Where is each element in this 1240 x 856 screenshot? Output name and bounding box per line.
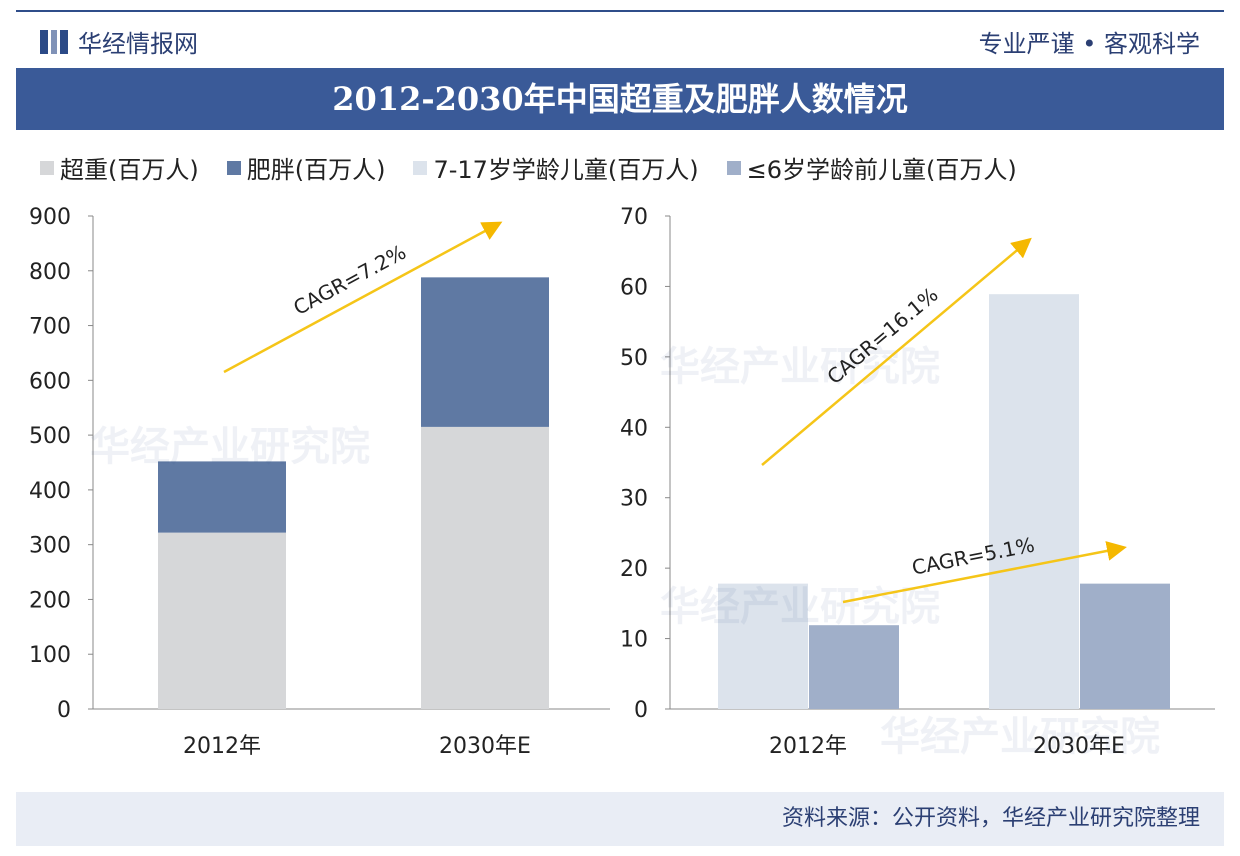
bar: [158, 532, 286, 709]
legend-item: 7-17岁学龄儿童(百万人): [413, 150, 699, 185]
legend-label: 肥胖(百万人): [246, 156, 386, 184]
cagr-arrow: [223, 221, 503, 374]
bar: [1080, 583, 1170, 709]
watermark: 华经产业研究院: [880, 714, 1160, 760]
bar: [989, 294, 1079, 709]
y-tick-label: 600: [29, 369, 71, 394]
legend-swatch: [40, 160, 54, 175]
cagr-arrow: [842, 541, 1127, 604]
slogan: 专业严谨 • 客观科学: [978, 30, 1200, 58]
y-tick-label: 400: [29, 479, 71, 504]
legend-label: ≤6岁学龄前儿童(百万人): [746, 156, 1017, 184]
brand-name: 华经情报网: [78, 30, 198, 58]
bar: [718, 583, 808, 709]
x-tick-label: 2012年: [183, 734, 261, 759]
x-tick-label: 2030年E: [439, 734, 531, 759]
y-tick-label: 20: [620, 557, 648, 582]
legend: 超重(百万人) 肥胖(百万人) 7-17岁学龄儿童(百万人) ≤6岁学龄前儿童(…: [40, 150, 1017, 185]
legend-swatch: [413, 160, 428, 175]
source-note: 资料来源：公开资料，华经产业研究院整理: [16, 792, 1224, 846]
y-tick-label: 200: [29, 588, 71, 613]
y-tick-label: 50: [620, 346, 648, 371]
legend-item: 肥胖(百万人): [226, 150, 386, 185]
x-tick-label: 2030年E: [1033, 734, 1125, 759]
legend-swatch: [726, 160, 741, 175]
y-tick-label: 60: [620, 275, 648, 300]
y-tick-label: 10: [620, 628, 648, 653]
y-tick-label: 300: [29, 534, 71, 559]
y-tick-label: 70: [620, 205, 648, 230]
bar: [421, 277, 549, 427]
y-tick-label: 0: [634, 698, 648, 723]
logo-icon: [40, 29, 68, 54]
chart-title: 2012-2030年中国超重及肥胖人数情况: [16, 68, 1224, 130]
bar: [809, 625, 899, 709]
y-tick-label: 700: [29, 315, 71, 340]
watermark: 华经产业研究院: [660, 344, 940, 390]
top-rule: [16, 10, 1224, 12]
legend-label: 超重(百万人): [60, 156, 199, 184]
y-tick-label: 100: [29, 643, 71, 668]
y-tick-label: 800: [29, 260, 71, 285]
bar: [158, 461, 286, 533]
x-tick-label: 2012年: [769, 734, 847, 759]
y-tick-label: 30: [620, 487, 648, 512]
cagr-label: CAGR=7.2%: [289, 240, 410, 320]
bar: [421, 426, 549, 709]
legend-label: 7-17岁学龄儿童(百万人): [433, 156, 699, 184]
legend-item: ≤6岁学龄前儿童(百万人): [726, 150, 1017, 185]
brand: 华经情报网: [40, 24, 198, 59]
legend-item: 超重(百万人): [40, 150, 199, 185]
y-tick-label: 0: [57, 698, 71, 723]
watermark: 华经产业研究院: [90, 424, 370, 470]
y-tick-label: 900: [29, 205, 71, 230]
cagr-arrow: [761, 237, 1032, 466]
legend-swatch: [226, 160, 241, 175]
y-tick-label: 500: [29, 424, 71, 449]
y-tick-label: 40: [620, 416, 648, 441]
